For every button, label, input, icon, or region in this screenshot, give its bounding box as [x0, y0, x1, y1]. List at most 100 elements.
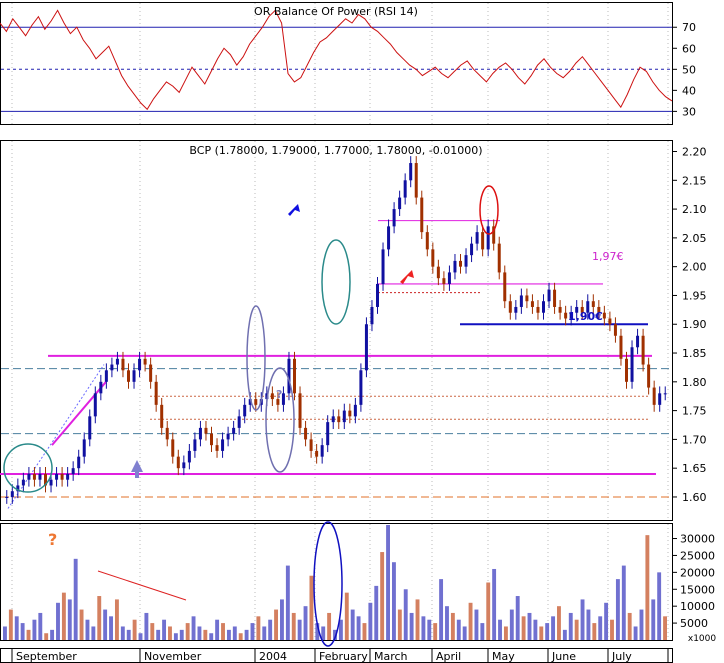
- candle-body: [182, 462, 186, 469]
- candle-body: [586, 301, 590, 313]
- candle-body: [530, 301, 534, 307]
- volume-bar: [114, 599, 119, 640]
- candle-body: [160, 404, 164, 428]
- rsi-panel: [0, 9, 673, 112]
- candle-body: [547, 289, 551, 302]
- volume-bar: [362, 623, 367, 640]
- highlight-ellipse: [246, 305, 266, 411]
- volume-bar: [657, 572, 662, 640]
- volume-bar: [126, 629, 131, 640]
- candle-body: [110, 364, 114, 371]
- volume-bar: [309, 575, 314, 640]
- volume-bar: [391, 562, 396, 640]
- volume-bar: [138, 633, 143, 640]
- rsi-ytick-label: 70: [682, 21, 696, 34]
- candle-body: [376, 283, 379, 307]
- candle-body: [591, 301, 595, 307]
- axis-labels: September November 2004 February March April M…: [11, 21, 715, 663]
- candle-body: [663, 393, 667, 395]
- volume-bar: [85, 619, 90, 640]
- volume-bar: [144, 612, 149, 640]
- candle-body: [193, 439, 197, 451]
- volume-bar: [539, 626, 544, 640]
- volume-trend-line: [97, 570, 187, 601]
- x-tick-label: September: [16, 650, 77, 663]
- volume-bar: [297, 619, 302, 640]
- volume-bar: [274, 609, 279, 640]
- volume-question-mark: ?: [48, 530, 57, 549]
- arrow-up-right-red: [400, 270, 414, 284]
- candle-body: [370, 306, 374, 325]
- candle-body: [138, 358, 142, 371]
- candle-body: [243, 404, 247, 417]
- rsi-ytick-label: 30: [682, 105, 696, 118]
- volume-bar: [97, 596, 102, 640]
- price-ytick-label: 1.60: [682, 491, 707, 504]
- candle-body: [625, 358, 628, 382]
- price-ytick-label: 2.00: [682, 261, 707, 274]
- candle-body: [104, 370, 108, 382]
- candle-body: [503, 272, 507, 302]
- volume-bar: [238, 633, 243, 640]
- highlight-ellipse: [3, 443, 53, 493]
- volume-bar: [621, 565, 626, 640]
- volume-bar: [344, 592, 349, 640]
- volume-bar: [173, 633, 178, 640]
- volume-highlight-ellipse: [313, 521, 343, 647]
- rsi-title: OR Balance Of Power (RSI 14): [254, 5, 418, 18]
- volume-bar: [156, 629, 161, 640]
- rsi-series-line: [0, 9, 673, 111]
- volume-bar: [120, 626, 125, 640]
- price-panel: 1,97€ 1,90€?: [0, 156, 672, 509]
- volume-bar: [268, 619, 273, 640]
- candle-body: [514, 306, 518, 313]
- rsi-ytick-label: 40: [682, 84, 696, 97]
- candle-body: [270, 393, 274, 400]
- volume-bar: [232, 626, 237, 640]
- volume-bar: [91, 626, 96, 640]
- volume-bar: [386, 525, 390, 640]
- volume-bar: [356, 616, 361, 640]
- volume-bar: [486, 582, 491, 640]
- volume-bar: [551, 616, 556, 640]
- candle-body: [647, 364, 651, 388]
- volume-bar: [445, 606, 449, 640]
- volume-ytick-label: 10000: [680, 600, 715, 613]
- candle-body: [353, 404, 357, 417]
- volume-bar: [250, 623, 255, 640]
- volume-bar: [545, 623, 550, 640]
- candle-body: [154, 381, 158, 405]
- candle-body: [132, 370, 136, 382]
- volume-bar: [226, 629, 231, 640]
- volume-bar: [509, 609, 514, 640]
- volume-bar: [592, 623, 597, 640]
- volume-bar: [262, 626, 267, 640]
- volume-bar: [244, 629, 249, 640]
- volume-bar: [56, 602, 60, 640]
- candle-body: [27, 473, 31, 480]
- x-tick-label: 2004: [259, 650, 287, 663]
- volume-bar: [527, 612, 532, 640]
- volume-bar: [598, 616, 603, 640]
- candle-body: [55, 473, 59, 480]
- candle-body: [276, 399, 280, 405]
- price-question-mark: ?: [276, 388, 282, 401]
- rsi-ytick-label: 50: [682, 63, 696, 76]
- candle-body: [580, 306, 584, 313]
- candle-body: [88, 416, 92, 440]
- volume-bar: [521, 616, 526, 640]
- candle-body: [525, 295, 529, 302]
- candle-body: [508, 301, 512, 313]
- volume-bar: [327, 612, 332, 640]
- rsi-frame: [0, 2, 673, 125]
- candle-body: [414, 163, 418, 198]
- volume-bar: [568, 612, 573, 640]
- price-ytick-label: 2.05: [682, 232, 707, 245]
- volume-bar: [333, 629, 337, 640]
- volume-bar: [50, 629, 55, 640]
- volume-bar: [462, 626, 467, 640]
- volume-bar: [409, 612, 414, 640]
- candle-body: [309, 439, 313, 451]
- volume-bar: [109, 616, 113, 640]
